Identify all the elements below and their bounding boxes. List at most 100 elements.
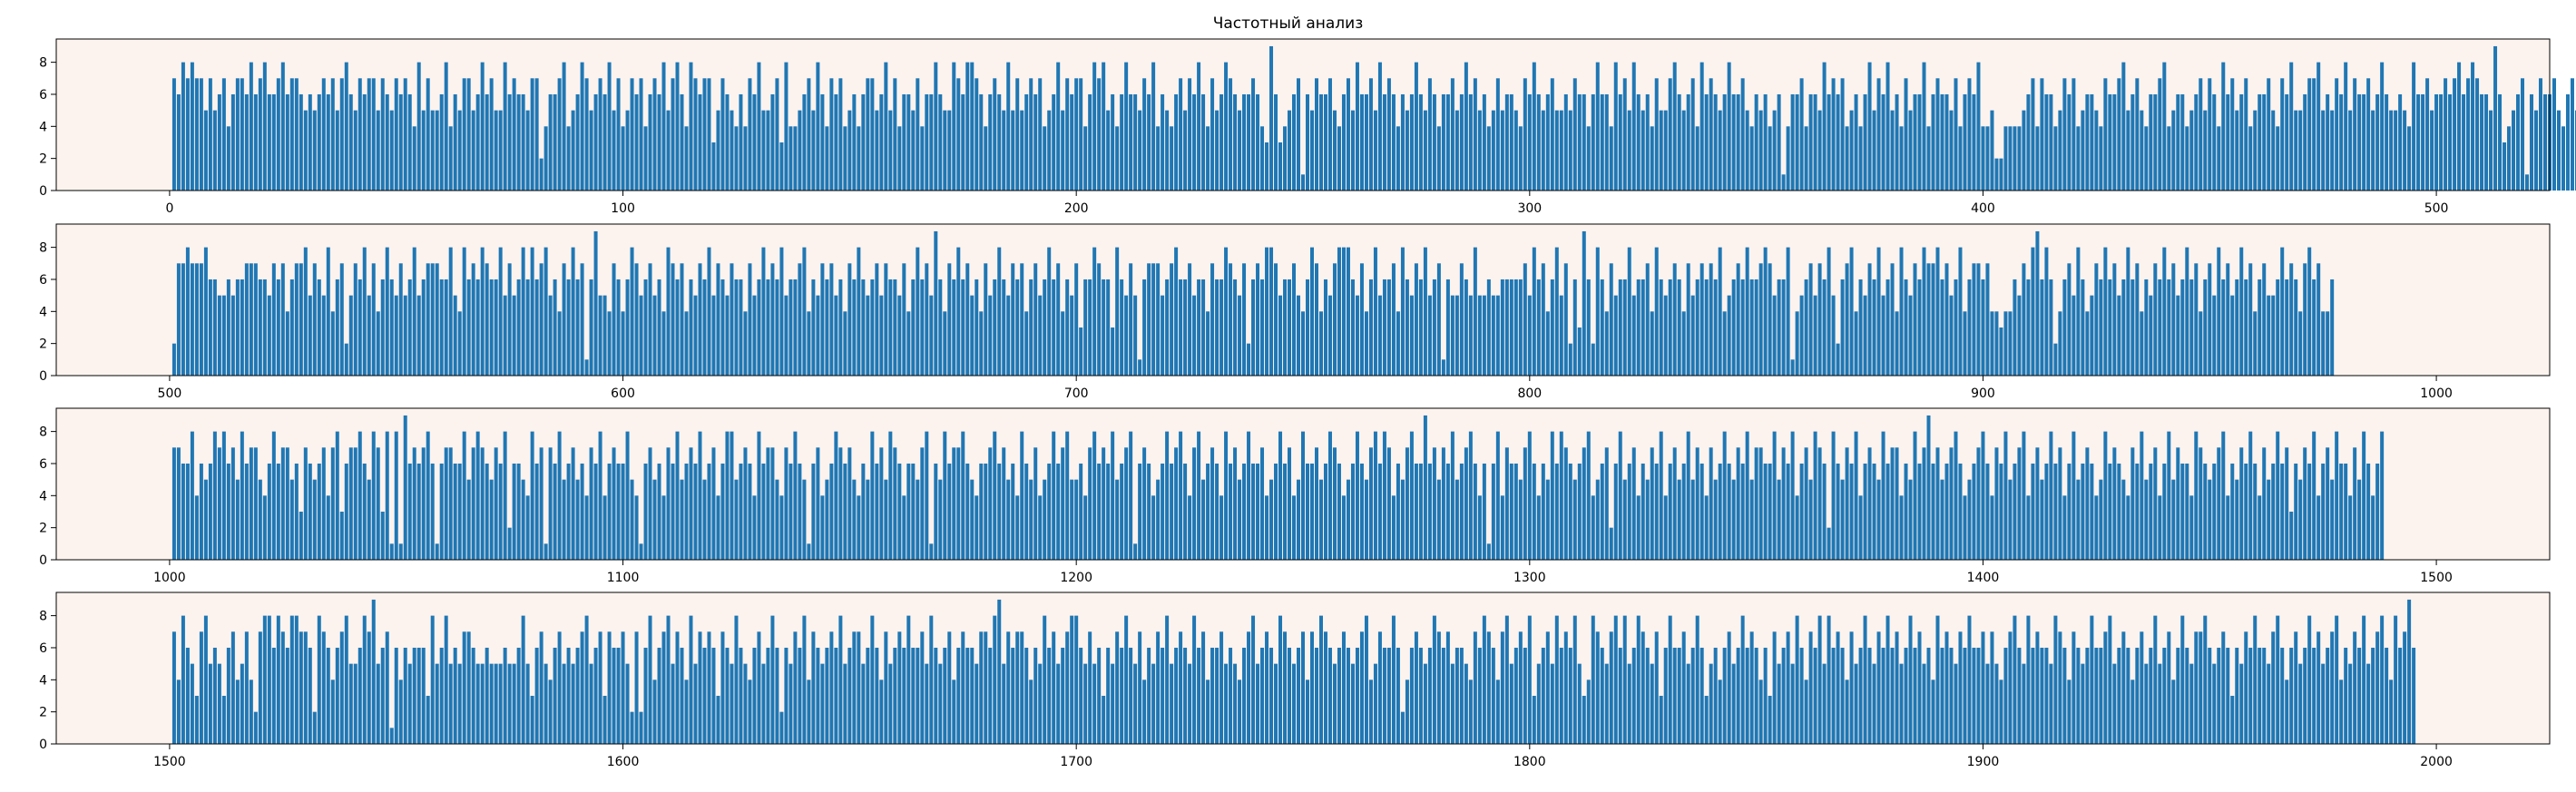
bar xyxy=(1359,263,1364,376)
bar xyxy=(1201,93,1206,191)
bar xyxy=(1627,110,1631,191)
bar xyxy=(1672,263,1677,376)
bar xyxy=(2103,631,2108,744)
bar xyxy=(507,527,512,560)
bar xyxy=(2090,295,2094,376)
bar xyxy=(2285,447,2289,560)
bar xyxy=(2316,62,2321,191)
bar xyxy=(1129,263,1133,376)
bar xyxy=(407,663,412,744)
bar xyxy=(1083,663,1088,744)
bar xyxy=(634,263,639,376)
bar xyxy=(208,78,212,191)
bar xyxy=(1097,78,1102,191)
bar xyxy=(2339,680,2344,744)
bar xyxy=(2248,647,2253,744)
bar xyxy=(1513,647,1518,744)
bar xyxy=(253,711,258,744)
bar xyxy=(2144,279,2149,376)
bar xyxy=(1251,463,1256,560)
bar xyxy=(2285,680,2289,744)
bar xyxy=(2416,93,2421,191)
bar xyxy=(2013,126,2017,191)
bar xyxy=(1518,479,1523,560)
bar xyxy=(1641,463,1645,560)
bar xyxy=(1981,631,1985,744)
bar xyxy=(249,62,253,191)
bar xyxy=(1963,647,1967,744)
bar xyxy=(217,93,221,191)
bar xyxy=(1355,295,1359,376)
bar xyxy=(2158,279,2162,376)
bar xyxy=(2049,663,2053,744)
bar xyxy=(984,126,988,191)
bar xyxy=(2335,78,2339,191)
bar xyxy=(1455,647,1459,744)
bar xyxy=(2044,463,2049,560)
bar xyxy=(1409,295,1414,376)
bar xyxy=(643,647,648,744)
bar xyxy=(1002,663,1006,744)
bar xyxy=(1972,93,1976,191)
bar xyxy=(1391,93,1396,191)
bar xyxy=(1468,93,1473,191)
bar xyxy=(1445,463,1450,560)
bar xyxy=(1595,62,1600,191)
bar xyxy=(2375,93,2380,191)
bar xyxy=(181,62,185,191)
bar xyxy=(689,279,693,376)
bar xyxy=(1247,631,1251,744)
bar xyxy=(707,463,711,560)
bar xyxy=(1758,110,1763,191)
bar xyxy=(2108,615,2112,744)
bar xyxy=(1994,447,1999,560)
x-tick-label: 100 xyxy=(611,201,635,216)
bar xyxy=(1102,279,1106,376)
bar xyxy=(1631,295,1636,376)
bar xyxy=(2312,78,2316,191)
bar xyxy=(1777,479,1781,560)
bar xyxy=(303,447,308,560)
bar xyxy=(652,479,657,560)
x-tick-label: 200 xyxy=(1064,201,1089,216)
bar xyxy=(1477,495,1482,560)
bar xyxy=(326,93,330,191)
bar xyxy=(1768,263,1772,376)
bar xyxy=(2026,495,2031,560)
bar xyxy=(1990,311,1994,376)
bar xyxy=(598,295,602,376)
bar xyxy=(2543,93,2548,191)
bar xyxy=(1804,680,1808,744)
bar xyxy=(1895,93,1899,191)
bar xyxy=(1849,631,1854,744)
bar xyxy=(2316,495,2321,560)
bar xyxy=(2226,647,2230,744)
bar xyxy=(2099,279,2103,376)
bar xyxy=(2444,78,2448,191)
bar xyxy=(2565,93,2570,191)
bar xyxy=(1418,279,1423,376)
bar xyxy=(1736,647,1740,744)
bar xyxy=(1396,126,1400,191)
bar xyxy=(1568,463,1572,560)
bar xyxy=(2276,126,2280,191)
bar xyxy=(630,711,634,744)
bar xyxy=(779,247,784,376)
bar xyxy=(1559,431,1563,560)
bar xyxy=(1278,142,1283,191)
bar xyxy=(584,78,589,191)
bar xyxy=(2430,110,2434,191)
bar xyxy=(1405,279,1409,376)
bar xyxy=(2076,247,2081,376)
bar xyxy=(539,158,544,191)
bar xyxy=(698,631,702,744)
bar xyxy=(485,263,489,376)
bar xyxy=(811,279,816,376)
bar xyxy=(1473,78,1477,191)
bar xyxy=(1699,263,1704,376)
bar xyxy=(267,93,271,191)
bar xyxy=(580,62,584,191)
bar xyxy=(1092,62,1097,191)
bar xyxy=(1043,615,1047,744)
bar xyxy=(1382,279,1386,376)
